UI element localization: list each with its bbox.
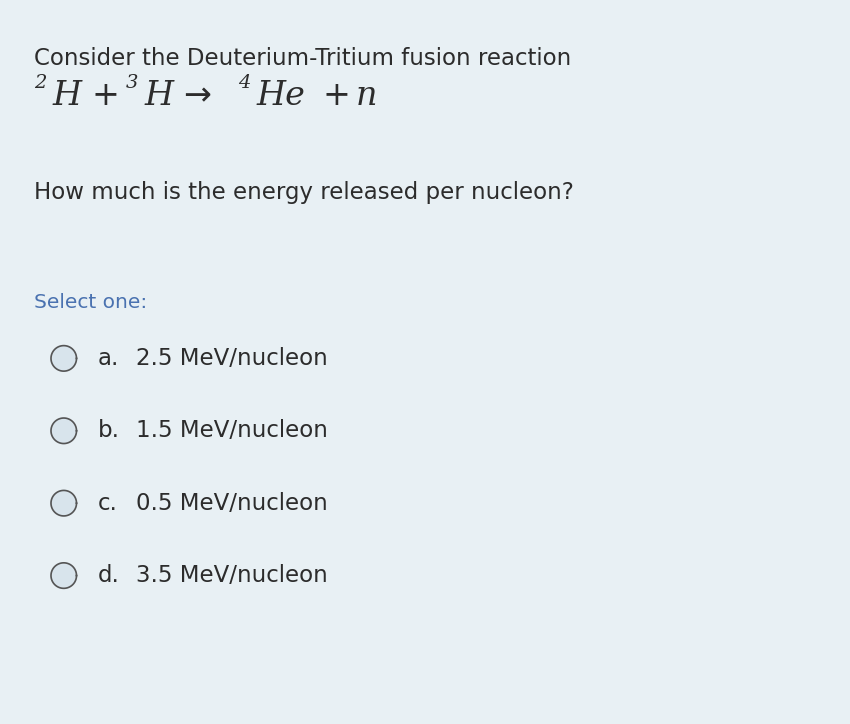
Polygon shape	[51, 490, 76, 516]
Text: How much is the energy released per nucleon?: How much is the energy released per nucl…	[34, 181, 574, 204]
Text: H: H	[144, 80, 173, 112]
Text: He: He	[257, 80, 305, 112]
Polygon shape	[51, 563, 76, 589]
Text: +: +	[92, 80, 120, 112]
Text: c.: c.	[98, 492, 117, 515]
Text: 4: 4	[238, 74, 251, 92]
Polygon shape	[51, 418, 76, 444]
Text: 2.5 MeV/nucleon: 2.5 MeV/nucleon	[136, 347, 328, 370]
Text: n: n	[355, 80, 377, 112]
Text: Select one:: Select one:	[34, 293, 147, 312]
Text: 0.5 MeV/nucleon: 0.5 MeV/nucleon	[136, 492, 328, 515]
Text: Consider the Deuterium-Tritium fusion reaction: Consider the Deuterium-Tritium fusion re…	[34, 47, 571, 70]
Text: 3.5 MeV/nucleon: 3.5 MeV/nucleon	[136, 564, 328, 587]
Text: b.: b.	[98, 419, 120, 442]
Text: a.: a.	[98, 347, 119, 370]
Text: +: +	[323, 80, 351, 112]
Text: 3: 3	[126, 74, 139, 92]
Text: H: H	[53, 80, 82, 112]
Text: 2: 2	[34, 74, 47, 92]
Polygon shape	[51, 345, 76, 371]
Text: →: →	[183, 79, 211, 112]
Text: 1.5 MeV/nucleon: 1.5 MeV/nucleon	[136, 419, 328, 442]
Text: d.: d.	[98, 564, 120, 587]
